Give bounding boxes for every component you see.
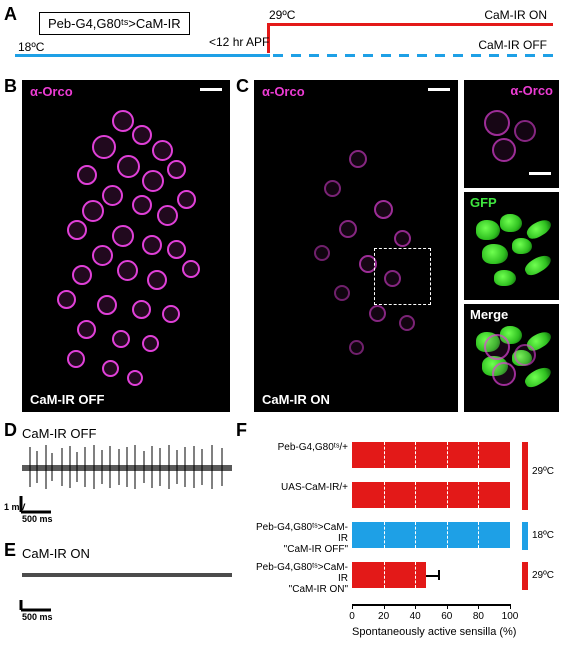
inset3-label: Merge — [470, 307, 508, 322]
schematic-panel-a: Peb-G4,G80ᵗˢ>CaM-IR 29ºC CaM-IR ON 18ºC … — [15, 8, 555, 70]
blue-dash — [273, 54, 553, 57]
bar — [352, 522, 510, 548]
genotype-box: Peb-G4,G80ᵗˢ>CaM-IR — [39, 12, 190, 35]
trace-d: CaM-IR OFF — [22, 426, 232, 491]
bar-chart: Peb-G4,G80ᵗˢ/+ UAS-CaM-IR/+ Peb-G4,G80ᵗˢ>C… — [250, 436, 550, 646]
temp-low-label: 18ºC — [18, 40, 44, 54]
x-axis-label: Spontaneously active sensilla (%) — [352, 626, 516, 638]
side-temp-3: 29ºC — [532, 570, 554, 581]
side-temp-2: 18ºC — [532, 530, 554, 541]
scale-y-d: 1 mV — [4, 502, 26, 512]
bar-row: Peb-G4,G80ᵗˢ>CaM-IR"CaM-IR OFF" — [250, 520, 550, 558]
x-axis — [352, 604, 510, 606]
scale-bar-inset — [529, 172, 551, 175]
state-off-label: CaM-IR OFF — [478, 38, 547, 52]
blue-line — [15, 54, 270, 57]
micrograph-c: α-Orco CaM-IR ON — [254, 80, 458, 412]
state-c: CaM-IR ON — [262, 392, 330, 407]
spike-trace-e — [22, 563, 232, 587]
side-temp-1: 29ºC — [532, 466, 554, 477]
panel-f-label: F — [236, 420, 247, 441]
inset2-label: GFP — [470, 195, 497, 210]
scale-x-e: 500 ms — [22, 612, 53, 622]
side-bar-2 — [522, 522, 528, 550]
tick-label: 0 — [349, 611, 355, 622]
temp-high-label: 29ºC — [269, 8, 295, 22]
inset-merge: Merge — [464, 304, 559, 412]
bar-ylabel: Peb-G4,G80ᵗˢ>CaM-IR"CaM-IR OFF" — [250, 522, 348, 555]
antibody-c: α-Orco — [262, 84, 305, 99]
scale-x-d: 500 ms — [22, 514, 53, 524]
side-bar-1 — [522, 442, 528, 510]
state-on-label: CaM-IR ON — [484, 8, 547, 22]
tick-label: 80 — [473, 611, 484, 622]
panel-c-label: C — [236, 76, 249, 97]
trace-e-title: CaM-IR ON — [22, 546, 232, 561]
panel-b-label: B — [4, 76, 17, 97]
trace-d-title: CaM-IR OFF — [22, 426, 232, 441]
bar-ylabel: UAS-CaM-IR/+ — [250, 482, 348, 493]
bar — [352, 562, 426, 588]
inset1-label: α-Orco — [510, 83, 553, 98]
bar — [352, 482, 510, 508]
apf-label: <12 hr APF — [209, 35, 269, 49]
tick-label: 60 — [441, 611, 452, 622]
panel-d-label: D — [4, 420, 17, 441]
scale-bar-c — [428, 88, 450, 91]
scale-bar-b — [200, 88, 222, 91]
bar — [352, 442, 510, 468]
state-b: CaM-IR OFF — [30, 392, 104, 407]
spike-trace-d — [22, 443, 232, 491]
tick-label: 100 — [502, 611, 519, 622]
tick-label: 20 — [378, 611, 389, 622]
panel-e-label: E — [4, 540, 16, 561]
tick-label: 40 — [410, 611, 421, 622]
bar-row: Peb-G4,G80ᵗˢ/+ — [250, 440, 550, 478]
inset-orco: α-Orco — [464, 80, 559, 188]
micrograph-b: α-Orco CaM-IR OFF — [22, 80, 230, 412]
inset-box — [374, 248, 431, 305]
bar-ylabel: Peb-G4,G80ᵗˢ/+ — [250, 442, 348, 453]
bar-row: Peb-G4,G80ᵗˢ>CaM-IR"CaM-IR ON" — [250, 560, 550, 598]
bar-row: UAS-CaM-IR/+ — [250, 480, 550, 518]
inset-gfp: GFP — [464, 192, 559, 300]
bar-ylabel: Peb-G4,G80ᵗˢ>CaM-IR"CaM-IR ON" — [250, 562, 348, 595]
trace-e: CaM-IR ON — [22, 546, 232, 587]
red-line — [267, 23, 553, 26]
antibody-b: α-Orco — [30, 84, 73, 99]
side-bar-3 — [522, 562, 528, 590]
